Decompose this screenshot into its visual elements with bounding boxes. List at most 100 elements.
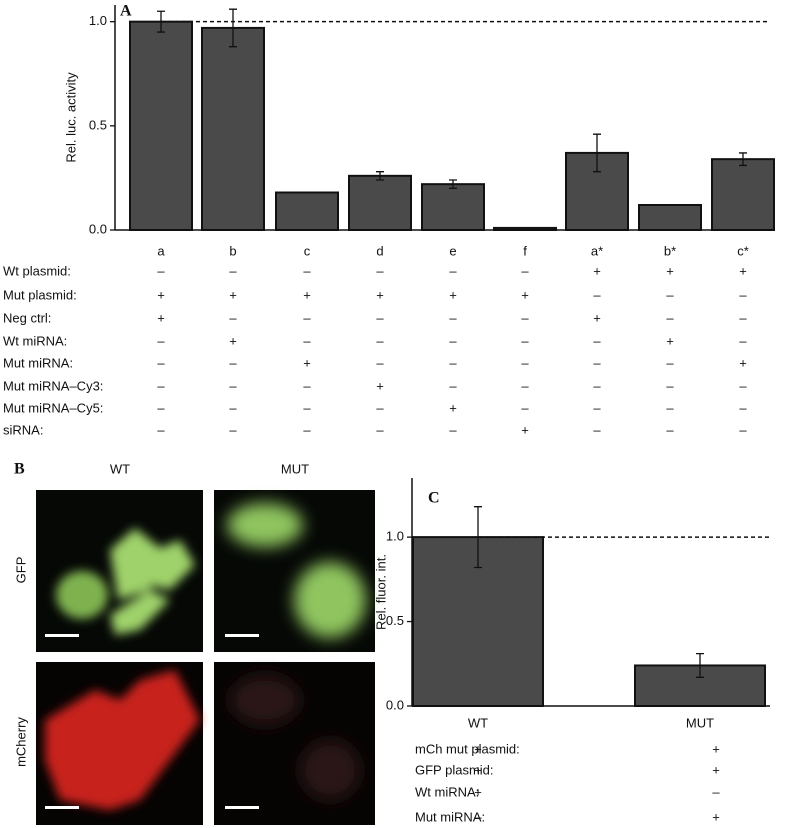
condition-value: + (739, 263, 747, 278)
y-tick-label: 0.5 (89, 117, 107, 132)
condition-value: + (739, 355, 747, 370)
scale-bar (45, 806, 79, 809)
condition-value: – (449, 263, 457, 278)
condition-value: – (593, 400, 601, 415)
condition-label: Wt miRNA: (415, 784, 479, 799)
condition-value: – (521, 333, 529, 348)
bar (711, 158, 775, 232)
bar (348, 174, 412, 231)
scale-bar (225, 806, 259, 809)
y-tick-label: 0.0 (386, 697, 404, 712)
bar (129, 20, 193, 231)
y-tick-label: 1.0 (386, 529, 404, 544)
condition-value: + (449, 287, 457, 302)
condition-value: + (593, 310, 601, 325)
condition-value: – (157, 355, 165, 370)
condition-label: Mut plasmid: (3, 287, 77, 302)
condition-value: – (739, 333, 747, 348)
condition-value: – (303, 263, 311, 278)
x-tick-label: MUT (686, 715, 714, 730)
row-label: GFP (13, 557, 28, 584)
condition-value: + (666, 263, 674, 278)
condition-label: Wt plasmid: (3, 263, 71, 278)
condition-value: – (157, 333, 165, 348)
condition-value: – (157, 400, 165, 415)
condition-value: – (303, 400, 311, 415)
x-tick-label: f (523, 243, 527, 258)
condition-value: – (449, 422, 457, 437)
condition-value: – (521, 263, 529, 278)
error-bar (593, 133, 601, 173)
condition-value: – (449, 333, 457, 348)
condition-value: – (739, 287, 747, 302)
condition-value: – (666, 422, 674, 437)
condition-value: + (229, 333, 237, 348)
condition-value: – (229, 263, 237, 278)
condition-value: – (521, 378, 529, 393)
condition-label: siRNA: (3, 422, 43, 437)
condition-value: – (593, 378, 601, 393)
panel-letter: A (120, 3, 132, 20)
condition-value: – (229, 355, 237, 370)
condition-value: + (712, 741, 720, 756)
condition-value: + (376, 378, 384, 393)
condition-value: – (449, 378, 457, 393)
column-label: WT (110, 461, 130, 476)
bar (201, 26, 265, 231)
y-axis-label: Rel. luc. activity (63, 72, 78, 163)
condition-value: + (376, 287, 384, 302)
condition-label: Mut miRNA–Cy5: (3, 400, 103, 415)
condition-label: Wt miRNA: (3, 333, 67, 348)
condition-value: + (303, 287, 311, 302)
condition-value: – (157, 378, 165, 393)
condition-value: + (474, 762, 482, 777)
scale-bar (45, 634, 79, 637)
bar (421, 183, 485, 232)
condition-value: – (666, 378, 674, 393)
condition-value: – (666, 355, 674, 370)
x-tick-label: a* (591, 243, 603, 258)
error-bar (376, 171, 384, 181)
condition-value: + (712, 809, 720, 824)
condition-value: + (229, 287, 237, 302)
condition-value: – (521, 400, 529, 415)
x-tick-label: d (376, 243, 383, 258)
condition-value: – (521, 355, 529, 370)
condition-value: – (474, 809, 482, 824)
condition-value: – (157, 422, 165, 437)
error-bar (449, 179, 457, 189)
condition-label: Neg ctrl: (3, 310, 51, 325)
x-tick-label: c (304, 243, 311, 258)
condition-label: Mut miRNA–Cy3: (3, 378, 103, 393)
condition-value: – (303, 422, 311, 437)
condition-value: – (521, 310, 529, 325)
condition-value: + (521, 287, 529, 302)
condition-value: – (739, 378, 747, 393)
column-label: MUT (281, 461, 309, 476)
condition-label: Mut miRNA: (3, 355, 73, 370)
condition-value: + (474, 784, 482, 799)
condition-value: + (712, 762, 720, 777)
condition-value: – (157, 263, 165, 278)
condition-value: – (229, 422, 237, 437)
micrograph-panel: B WT MUT GFP mCherry (13, 461, 375, 825)
condition-value: – (449, 310, 457, 325)
bar (638, 204, 702, 231)
panel-letter: C (428, 490, 440, 507)
x-tick-label: b (229, 243, 236, 258)
condition-value: + (157, 310, 165, 325)
condition-value: – (376, 355, 384, 370)
condition-value: + (157, 287, 165, 302)
x-tick-label: WT (468, 715, 488, 730)
condition-value: – (666, 287, 674, 302)
x-tick-label: a (157, 243, 165, 258)
condition-value: – (739, 400, 747, 415)
error-bar (229, 8, 237, 48)
y-tick-label: 1.0 (89, 13, 107, 28)
error-bar (696, 652, 704, 678)
condition-value: – (739, 310, 747, 325)
x-tick-label: c* (737, 243, 749, 258)
condition-value: – (376, 333, 384, 348)
condition-value: – (229, 400, 237, 415)
